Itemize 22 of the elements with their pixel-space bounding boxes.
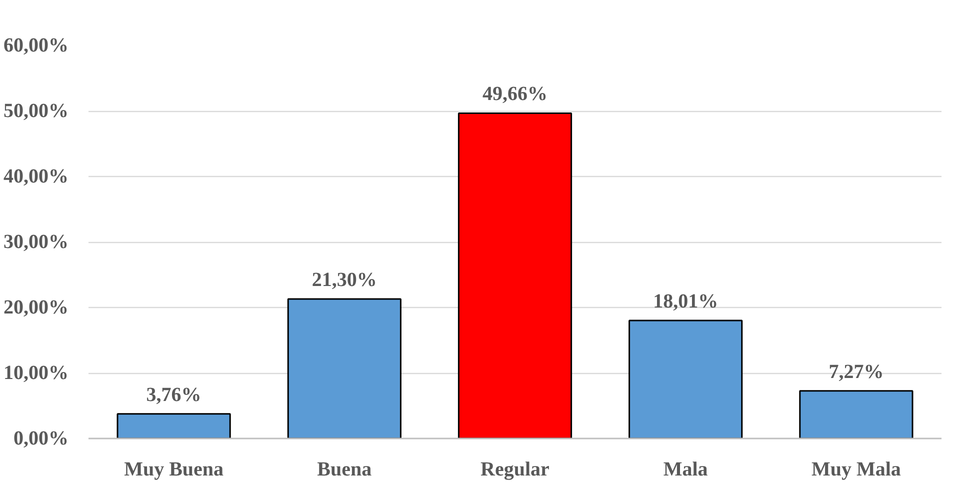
data-label: 3,76% <box>146 384 202 406</box>
data-label: 49,66% <box>482 83 548 106</box>
data-label: 7,27% <box>828 360 884 383</box>
y-tick-label: 60,00% <box>4 34 68 56</box>
x-tick-label: Muy Buena <box>124 458 224 480</box>
bar <box>628 320 743 438</box>
x-tick-label: Regular <box>480 458 550 480</box>
y-tick-label: 10,00% <box>4 362 68 384</box>
x-tick-label: Mala <box>663 458 708 480</box>
data-label: 21,30% <box>312 268 377 291</box>
data-label: 18,01% <box>653 290 718 313</box>
bar <box>116 413 231 438</box>
y-tick-label: 40,00% <box>4 166 68 188</box>
y-tick-label: 20,00% <box>4 296 68 318</box>
x-tick-label: Buena <box>317 458 372 480</box>
bar <box>799 390 914 438</box>
bar <box>458 112 572 438</box>
y-tick-label: 0,00% <box>14 428 68 450</box>
y-tick-label: 30,00% <box>4 231 68 253</box>
x-tick-label: Muy Mala <box>811 458 901 480</box>
y-tick-label: 50,00% <box>4 100 68 122</box>
bar <box>287 298 402 438</box>
